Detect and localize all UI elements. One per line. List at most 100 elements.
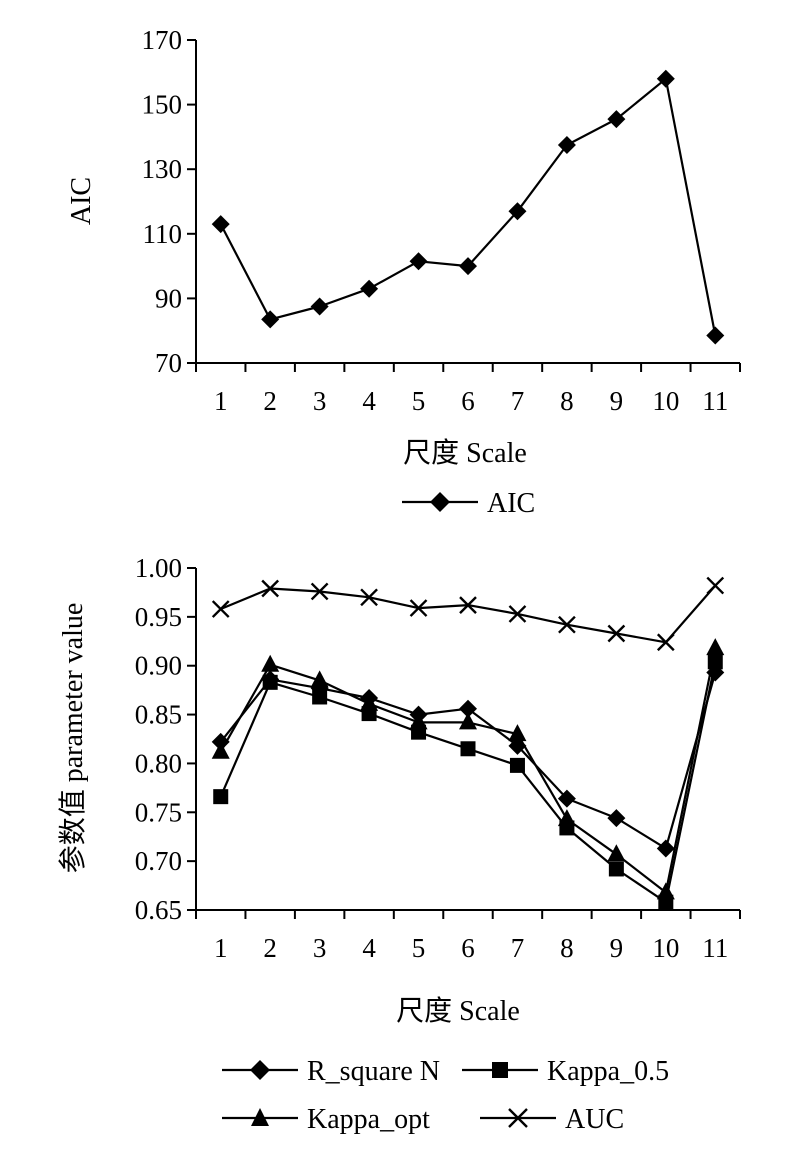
aic-y-tick-label: 110 [143,219,183,249]
parameter-chart: 参数值 parameter value 尺度 Scale 0.65 0.70 0.7… [57,553,741,1135]
aic-axes [187,39,741,372]
legend-marker-r-square-n [250,1060,270,1080]
aic-x-tick-label: 3 [313,386,327,416]
data-point-aic [607,110,626,129]
data-point-kappa-opt [607,844,626,862]
aic-x-tick-label: 1 [214,386,228,416]
param-axes [187,567,741,919]
aic-x-axis-title: 尺度 Scale [403,437,527,469]
aic-x-tick-label: 10 [652,386,679,416]
legend-label-aic: AIC [487,488,535,519]
aic-series [211,69,725,345]
data-point-r-square-n [459,699,477,718]
data-point-aic [508,202,527,221]
data-point-auc [360,588,378,607]
data-point-auc [261,579,280,598]
data-point-auc [508,605,527,623]
data-point-kappa-opt [211,741,230,759]
data-point-auc [211,600,230,618]
aic-tick-labels: 70 90 110 130 150 170 1 2 3 4 5 6 7 8 9 10 11 [142,25,729,416]
data-point-aic [656,69,675,88]
param-x-tick-label: 1 [214,933,228,963]
data-point-kappa-0-5 [509,757,525,773]
param-x-tick-label: 8 [560,933,574,963]
aic-y-tick-label: 170 [142,25,183,55]
param-y-tick-label: 0.75 [135,797,182,827]
data-point-auc [459,596,477,614]
data-point-kappa-0-5 [312,689,328,705]
data-point-kappa-opt [360,693,379,711]
aic-y-tick-label: 130 [142,154,183,184]
data-point-aic [310,297,329,316]
aic-legend: AIC [402,488,535,519]
data-point-kappa-0-5 [262,674,278,690]
series-line-kappa-0-5 [219,661,717,904]
aic-x-tick-label: 4 [362,386,376,416]
aic-y-axis-title: AIC [66,177,97,225]
data-point-r-square-n [656,839,675,858]
data-point-kappa-opt [656,882,675,900]
param-y-tick-label: 0.90 [135,651,182,681]
series-line-aic [219,77,717,336]
param-legend: R_square N Kappa_0.5 Kappa_opt AUC [222,1056,669,1135]
param-tick-labels: 0.65 0.70 0.75 0.80 0.85 0.90 0.95 1.00 1 2 3 4 5 6 7 8… [135,553,729,963]
data-point-kappa-opt [409,712,428,730]
aic-y-tick-label: 90 [155,283,182,313]
param-x-tick-label: 10 [652,933,679,963]
series-kappa-opt [211,638,725,900]
data-point-kappa-0-5 [707,654,723,670]
series-r-square-n [211,663,725,858]
legend-marker-kappa-opt [251,1108,269,1126]
data-point-r-square-n [557,789,576,808]
data-point-kappa-opt [261,654,280,672]
series-aic [211,69,725,345]
data-point-aic [360,279,379,298]
param-x-tick-label: 11 [702,933,728,963]
aic-x-tick-label: 9 [610,386,624,416]
data-point-auc [656,633,675,652]
series-auc [211,576,725,652]
param-y-tick-label: 0.85 [135,700,182,730]
data-point-aic [557,135,576,154]
aic-y-tick-label: 150 [142,90,183,120]
legend-marker-aic [430,492,450,512]
legend-marker-kappa-0-5 [492,1062,508,1078]
aic-chart: AIC 尺度 Scale 70 90 110 130 150 170 1 2 3 4 5 6 7 8 9 10… [66,25,741,519]
legend-label-kappa-opt: Kappa_opt [307,1104,430,1135]
legend-label-kappa-0-5: Kappa_0.5 [547,1056,669,1087]
data-point-aic [459,257,477,276]
data-point-kappa-opt [310,670,329,688]
data-point-kappa-opt [706,638,725,656]
param-x-axis-title: 尺度 Scale [396,995,520,1027]
data-point-auc [310,582,329,601]
param-y-axis-title: 参数值 parameter value [57,603,89,874]
data-point-auc [706,576,725,595]
data-point-kappa-0-5 [213,789,229,805]
aic-x-tick-label: 6 [461,386,475,416]
param-x-tick-label: 6 [461,933,475,963]
param-y-tick-label: 0.70 [135,846,182,876]
param-x-tick-label: 2 [263,933,277,963]
data-point-kappa-opt [508,724,527,742]
data-point-aic [261,310,280,329]
aic-y-tick-label: 70 [155,348,182,378]
data-point-kappa-opt [459,712,477,730]
param-y-tick-label: 0.95 [135,602,182,632]
aic-x-tick-label: 2 [263,386,277,416]
param-y-tick-label: 0.65 [135,895,182,925]
series-line-r-square-n [219,672,717,850]
aic-x-tick-label: 5 [412,386,426,416]
legend-label-auc: AUC [565,1104,624,1135]
data-point-aic [211,215,230,234]
data-point-kappa-0-5 [460,741,476,757]
data-point-auc [409,599,428,617]
param-series [211,576,725,910]
aic-x-tick-label: 7 [511,386,525,416]
data-point-kappa-0-5 [608,861,624,877]
param-x-tick-label: 5 [412,933,426,963]
data-point-aic [409,252,428,271]
data-point-kappa-opt [557,809,576,827]
legend-marker-auc [508,1108,528,1128]
param-y-tick-label: 1.00 [135,553,182,583]
